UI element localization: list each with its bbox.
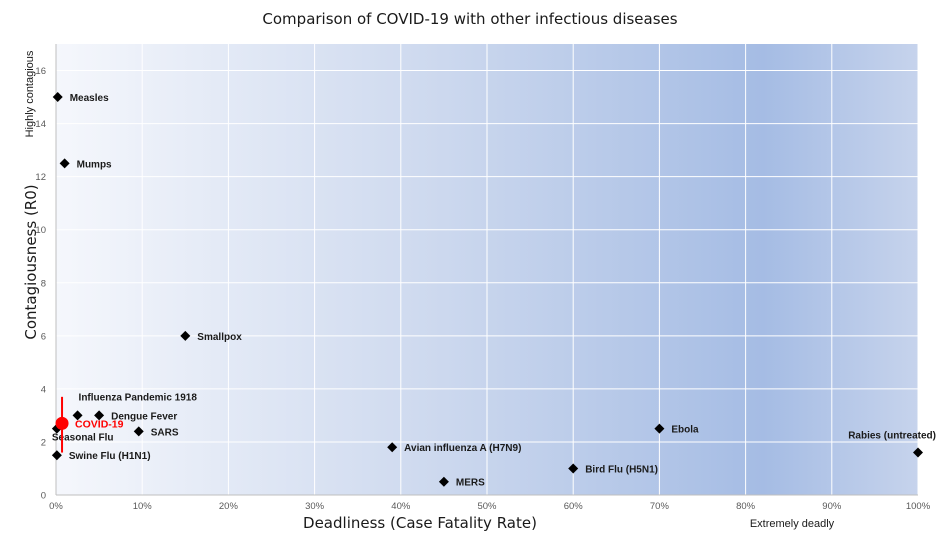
point-rabies-untreated — [913, 447, 923, 458]
covid-marker — [55, 416, 69, 430]
y-tick-label: 0 — [41, 491, 46, 502]
point-label: Rabies (untreated) — [848, 431, 936, 442]
x-tick-label: 0% — [49, 501, 63, 512]
point-avian-influenza-a-h7n9 — [387, 442, 398, 453]
point-dengue-fever — [94, 410, 105, 421]
point-label: Bird Flu (H5N1) — [585, 464, 658, 475]
y-axis-ticks: 0 2 4 6 8 10 12 14 16 — [35, 66, 46, 501]
x-tick-label: 10% — [133, 501, 153, 512]
gridlines — [55, 44, 919, 496]
point-swine-flu-h1n1 — [51, 450, 62, 461]
x-axis-ticks: 0% 10% 20% 30% 40% 50% 60% 70% 80% 90% 100% — [49, 501, 931, 512]
x-tick-label: 90% — [822, 501, 842, 512]
y-tick-label: 12 — [35, 172, 46, 183]
x-tick-label: 80% — [736, 501, 756, 512]
x-tick-label: 40% — [391, 501, 411, 512]
point-measles — [52, 92, 63, 103]
y-tick-label: 8 — [41, 278, 46, 289]
point-sars — [133, 426, 144, 437]
point-label: Measles — [70, 93, 109, 104]
y-tick-label: 16 — [35, 66, 46, 77]
point-smallpox — [180, 330, 191, 341]
data-points: Measles Mumps Smallpox Influenza Pandemic 1… — [51, 92, 936, 489]
point-mumps — [59, 158, 70, 169]
point-label: Ebola — [671, 425, 699, 436]
chart-title: Comparison of COVID-19 with other infect… — [262, 10, 677, 28]
x-tick-label: 60% — [564, 501, 584, 512]
point-label: Seasonal Flu — [52, 433, 114, 444]
point-bird-flu-h5n1 — [568, 463, 579, 474]
y-tick-label: 6 — [41, 331, 46, 342]
covid-label: COVID-19 — [75, 418, 124, 430]
point-label: MERS — [456, 478, 485, 489]
point-label: Smallpox — [197, 332, 242, 343]
x-tick-label: 100% — [906, 501, 931, 512]
y-axis-title: Contagiousness (R0) — [22, 184, 40, 339]
point-ebola — [654, 423, 665, 434]
x-axis-title: Deadliness (Case Fatality Rate) — [303, 514, 537, 532]
x-extreme-note: Extremely deadly — [750, 518, 835, 530]
y-tick-label: 4 — [41, 384, 46, 395]
point-label: Swine Flu (H1N1) — [69, 451, 151, 462]
x-tick-label: 70% — [650, 501, 670, 512]
highlight-group: COVID-19 — [55, 396, 124, 453]
point-influenza-pandemic-1918 — [72, 410, 83, 421]
point-mers — [438, 476, 449, 487]
point-label: SARS — [151, 427, 179, 438]
point-label: Mumps — [77, 159, 112, 170]
point-label: Avian influenza A (H7N9) — [404, 443, 521, 454]
x-tick-label: 50% — [477, 501, 497, 512]
x-tick-label: 30% — [305, 501, 325, 512]
y-tick-label: 14 — [35, 119, 46, 130]
point-label: Dengue Fever — [111, 411, 177, 422]
y-tick-label: 10 — [35, 225, 46, 236]
y-tick-label: 2 — [41, 437, 46, 448]
y-extreme-note: Highly contagious — [24, 50, 36, 137]
x-tick-label: 20% — [219, 501, 239, 512]
point-label: Influenza Pandemic 1918 — [79, 392, 198, 403]
